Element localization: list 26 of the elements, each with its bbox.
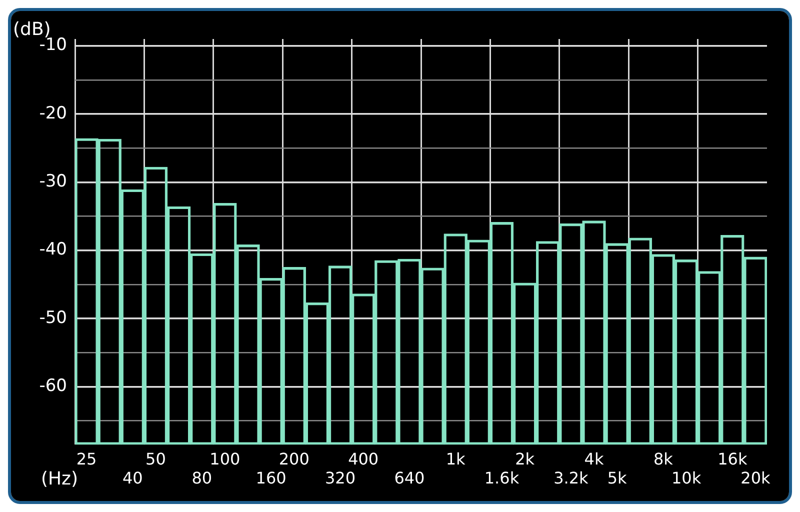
x-tick-label: 400 (348, 449, 379, 468)
x-tick-label: 160 (256, 468, 286, 488)
x-tick-label: 10k (671, 468, 702, 488)
y-tick-label: -50 (39, 308, 67, 328)
x-tick-label: 100 (210, 449, 240, 468)
x-tick-label: 20k (740, 468, 772, 488)
x-tick-label: 1.6k (484, 468, 520, 488)
x-tick-label: 2k (515, 449, 536, 468)
x-tick-label: 640 (394, 468, 425, 488)
x-tick-label: 1k (446, 449, 466, 468)
y-tick-label: -30 (39, 172, 67, 192)
x-tick-label: 3.2k (554, 468, 590, 488)
x-tick-label: 50 (146, 449, 166, 468)
x-tick-label: 8k (653, 449, 674, 468)
x-tick-label: 40 (122, 468, 143, 488)
y-tick-label: -20 (39, 103, 67, 124)
x-tick-label: 200 (278, 449, 310, 468)
y-tick-label: -40 (39, 240, 67, 260)
x-tick-label: 320 (324, 468, 356, 488)
x-tick-label: 25 (76, 449, 97, 468)
x-tick-label: 5k (607, 468, 628, 488)
x-tick-label: 80 (192, 468, 212, 488)
x-axis-title: (Hz) (41, 468, 78, 490)
y-tick-label: -60 (39, 376, 67, 396)
x-tick-label: 4k (584, 449, 604, 468)
x-tick-label: 16k (718, 449, 748, 468)
